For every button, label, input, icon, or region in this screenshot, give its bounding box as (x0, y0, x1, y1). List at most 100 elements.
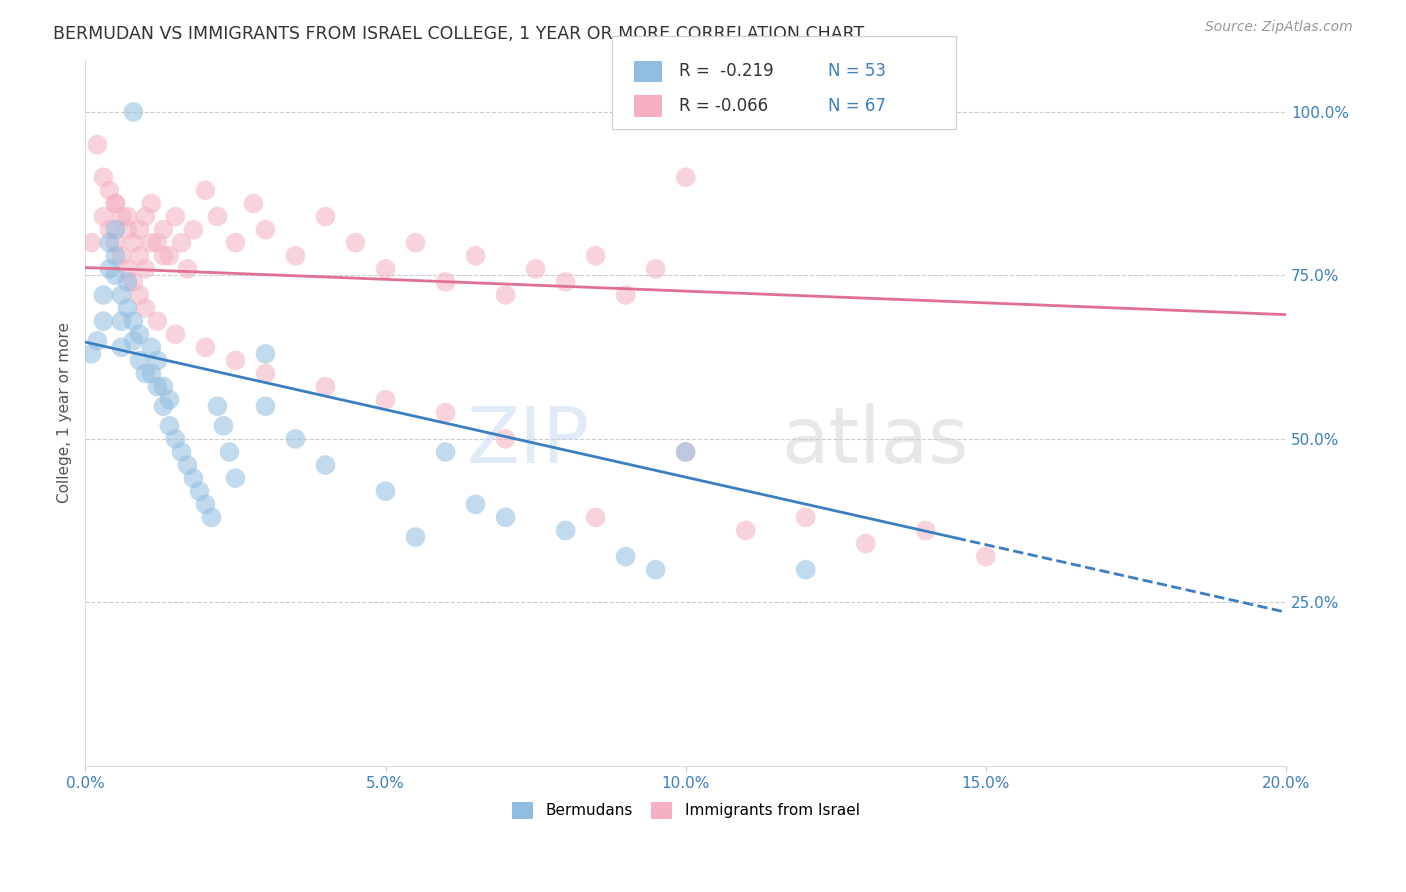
Point (117, 210, 139, 224)
Point (675, 170, 697, 185)
Point (315, 210, 337, 224)
Point (157, 418, 180, 433)
Text: R =  -0.219: R = -0.219 (679, 62, 773, 80)
Point (374, 392, 396, 407)
Point (675, 445, 697, 459)
Point (207, 399, 229, 413)
Point (374, 484, 396, 499)
Point (134, 210, 156, 224)
Point (194, 340, 217, 354)
Point (104, 222, 127, 236)
Point (128, 249, 150, 263)
Point (110, 314, 132, 328)
Point (254, 399, 277, 413)
Point (200, 510, 222, 524)
Point (194, 183, 217, 197)
Point (152, 249, 174, 263)
Point (405, 530, 427, 544)
Point (218, 445, 240, 459)
Point (194, 497, 217, 511)
Point (128, 288, 150, 302)
Point (152, 399, 174, 413)
Point (914, 524, 936, 538)
Point (110, 340, 132, 354)
Point (152, 222, 174, 236)
Point (212, 418, 235, 433)
Point (176, 458, 198, 472)
Point (86, 334, 108, 348)
Point (374, 261, 396, 276)
Text: atlas: atlas (782, 403, 969, 479)
Point (176, 261, 198, 276)
Point (104, 268, 127, 283)
Point (974, 549, 997, 564)
Point (315, 458, 337, 472)
Point (614, 549, 637, 564)
Point (157, 392, 180, 407)
Point (117, 275, 139, 289)
Point (146, 235, 169, 250)
Point (405, 235, 427, 250)
Point (585, 510, 607, 524)
Legend: Bermudans, Immigrants from Israel: Bermudans, Immigrants from Israel (506, 796, 866, 825)
Point (157, 249, 180, 263)
Point (434, 445, 457, 459)
Text: N = 67: N = 67 (828, 97, 886, 115)
Point (128, 327, 150, 342)
Text: BERMUDAN VS IMMIGRANTS FROM ISRAEL COLLEGE, 1 YEAR OR MORE CORRELATION CHART: BERMUDAN VS IMMIGRANTS FROM ISRAEL COLLE… (53, 25, 865, 43)
Point (434, 275, 457, 289)
Point (152, 379, 174, 393)
Point (183, 471, 205, 485)
Point (183, 222, 205, 236)
Point (93, 314, 115, 328)
Point (170, 445, 193, 459)
Point (93, 288, 115, 302)
Point (464, 497, 486, 511)
Text: Source: ZipAtlas.com: Source: ZipAtlas.com (1205, 20, 1353, 34)
Point (170, 235, 193, 250)
Point (122, 235, 145, 250)
Point (86, 137, 108, 152)
Point (122, 275, 145, 289)
Point (284, 432, 307, 446)
Point (134, 301, 156, 315)
Point (122, 334, 145, 348)
Point (855, 536, 877, 550)
Point (128, 222, 150, 236)
Point (165, 210, 187, 224)
Point (644, 563, 666, 577)
Point (644, 261, 666, 276)
Point (794, 563, 817, 577)
Point (110, 288, 132, 302)
Point (104, 235, 127, 250)
Point (80, 235, 103, 250)
Text: ZIP: ZIP (467, 403, 589, 479)
Point (141, 367, 163, 381)
Point (254, 367, 277, 381)
Point (344, 235, 367, 250)
Point (165, 432, 187, 446)
Y-axis label: College, 1 year or more: College, 1 year or more (58, 322, 72, 503)
Point (554, 524, 576, 538)
Point (434, 406, 457, 420)
Point (224, 353, 246, 368)
Point (134, 367, 156, 381)
Point (117, 222, 139, 236)
Point (134, 261, 156, 276)
Point (146, 353, 169, 368)
Point (98, 222, 121, 236)
Point (122, 314, 145, 328)
Point (495, 510, 517, 524)
Point (224, 235, 246, 250)
Point (207, 210, 229, 224)
Point (146, 314, 169, 328)
Point (146, 379, 169, 393)
Text: R = -0.066: R = -0.066 (679, 97, 768, 115)
Point (495, 432, 517, 446)
Text: N = 53: N = 53 (828, 62, 886, 80)
Point (104, 249, 127, 263)
Point (242, 196, 264, 211)
Point (93, 210, 115, 224)
Point (141, 196, 163, 211)
Point (98, 183, 121, 197)
